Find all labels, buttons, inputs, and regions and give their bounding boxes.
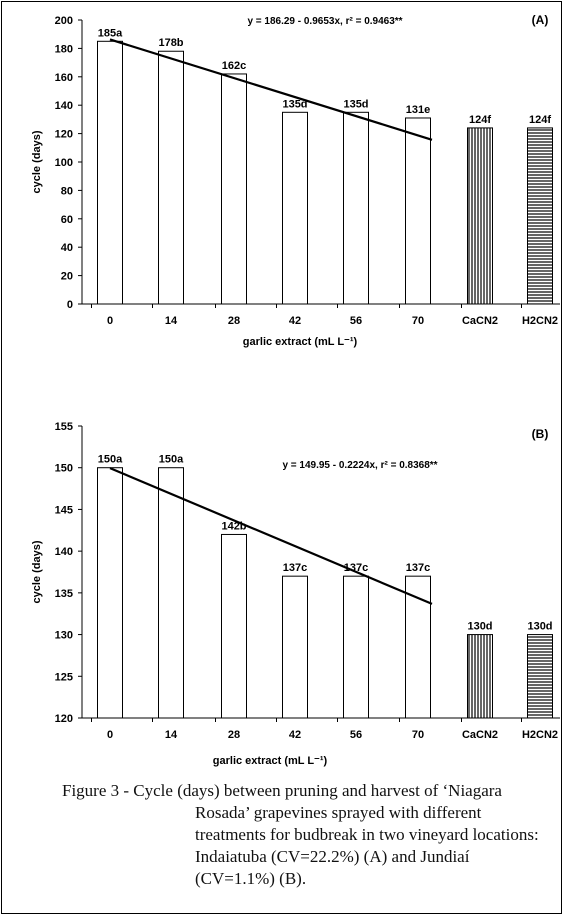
bar-label: 185a <box>98 27 123 39</box>
bar-label: 131e <box>406 104 430 116</box>
bar-label: 162c <box>222 60 246 72</box>
bar-label: 135d <box>282 98 307 110</box>
x-tick-label: 28 <box>228 315 240 327</box>
bar <box>282 111 308 305</box>
chart-b: 120 125 130 135 140 145 150 155 150a 0 150a 14 142b 2… <box>31 421 560 767</box>
panel-label: (B) <box>532 427 549 441</box>
y-tick-label: 160 <box>55 72 73 84</box>
x-tick-label: 42 <box>289 729 301 741</box>
bar <box>527 634 553 719</box>
x-tick-label: H2CN2 <box>522 315 558 327</box>
y-tick-label: 155 <box>55 421 73 433</box>
y-tick-label: 40 <box>61 242 73 254</box>
y-tick-label: 140 <box>55 546 73 558</box>
bar <box>467 634 493 719</box>
bar-label: 137c <box>406 562 430 574</box>
bar <box>343 575 369 719</box>
regression-line <box>109 38 433 141</box>
x-tick-label: 0 <box>107 315 113 327</box>
x-tick-label: H2CN2 <box>522 729 558 741</box>
y-tick-label: 60 <box>61 214 73 226</box>
y-tick-label: 100 <box>55 157 73 169</box>
x-axis-title: garlic extract (mL L⁻¹) <box>243 336 358 348</box>
bar <box>158 50 184 305</box>
figure-caption: Figure 3 - Cycle (days) between pruning … <box>62 780 542 890</box>
x-tick-label: CaCN2 <box>462 315 498 327</box>
x-tick-label: 42 <box>289 315 301 327</box>
bar-label: 178b <box>158 37 183 49</box>
bar <box>405 575 431 719</box>
x-tick-label: 0 <box>107 729 113 741</box>
x-tick-label: 14 <box>165 315 178 327</box>
y-tick-label: 150 <box>55 463 73 475</box>
regression-equation: y = 149.95 - 0.2224x, r² = 0.8368** <box>282 460 437 471</box>
bar <box>282 575 308 719</box>
y-tick-label: 120 <box>55 129 73 141</box>
regression-equation: y = 186.29 - 0.9653x, r² = 0.9463** <box>247 16 402 27</box>
bar <box>158 467 184 719</box>
bar-label: 150a <box>159 454 184 466</box>
y-tick-label: 200 <box>55 15 73 27</box>
bar-label: 142b <box>221 520 246 532</box>
bar-label: 137c <box>283 562 307 574</box>
panel-label: (A) <box>532 13 549 27</box>
x-tick-label: CaCN2 <box>462 729 498 741</box>
y-tick-label: 0 <box>67 299 73 311</box>
caption-text: Figure 3 - Cycle (days) between pruning … <box>62 781 539 888</box>
x-tick-label: 28 <box>228 729 240 741</box>
bar <box>221 533 247 719</box>
bar <box>343 111 369 305</box>
bar-label: 130d <box>527 621 552 633</box>
y-tick-label: 120 <box>55 713 73 725</box>
bar <box>405 117 431 305</box>
y-tick-label: 125 <box>55 671 73 683</box>
bar-label: 124f <box>529 114 551 126</box>
bar <box>527 127 553 305</box>
y-tick-label: 130 <box>55 630 73 642</box>
bar <box>97 40 123 305</box>
y-axis-title: cycle (days) <box>31 130 43 193</box>
x-tick-label: 70 <box>412 315 424 327</box>
regression-line <box>109 467 433 605</box>
bar-label: 130d <box>467 621 492 633</box>
x-tick-label: 70 <box>412 729 424 741</box>
y-tick-label: 135 <box>55 588 73 600</box>
chart-a: 0 20 40 60 80 100 120 140 160 180 200 185a 0 178b 14 16… <box>31 13 560 348</box>
y-axis-title: cycle (days) <box>31 540 43 603</box>
x-tick-label: 56 <box>350 729 362 741</box>
x-tick-label: 14 <box>165 729 178 741</box>
bar-label: 135d <box>343 98 368 110</box>
x-tick-label: 56 <box>350 315 362 327</box>
bar-label: 124f <box>469 114 491 126</box>
bar <box>221 73 247 305</box>
x-axis-title: garlic extract (mL L⁻¹) <box>213 755 328 767</box>
y-tick-label: 180 <box>55 43 73 55</box>
bar <box>97 467 123 719</box>
bar-label: 137c <box>344 562 368 574</box>
bar <box>467 127 493 305</box>
y-tick-label: 20 <box>61 271 73 283</box>
y-tick-label: 140 <box>55 100 73 112</box>
y-tick-label: 80 <box>61 185 73 197</box>
bar-label: 150a <box>98 454 123 466</box>
y-tick-label: 145 <box>55 504 73 516</box>
